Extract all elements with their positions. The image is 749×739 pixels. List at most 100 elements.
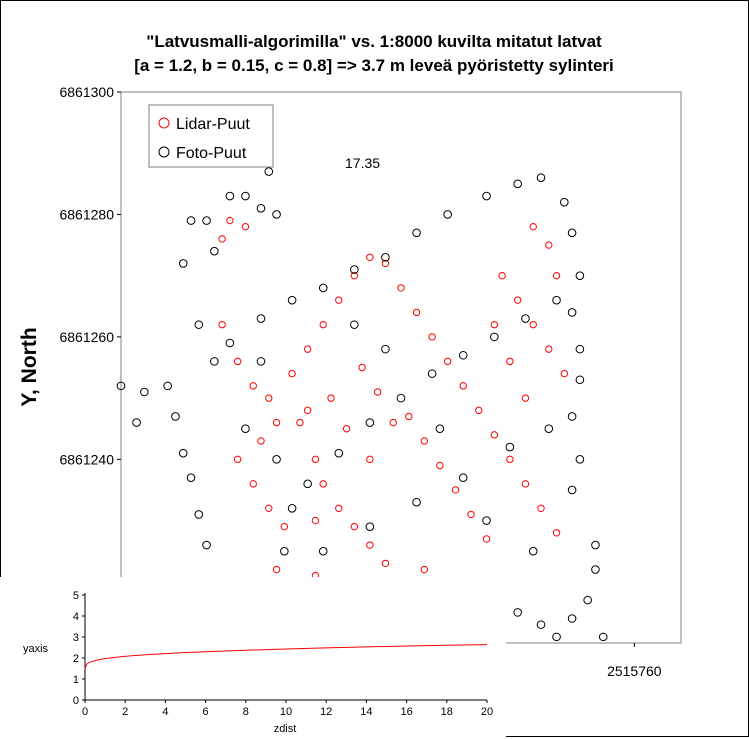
inset-x-tick-label: 4	[162, 706, 168, 718]
lidar-point	[451, 486, 460, 494]
lidar-point	[249, 382, 257, 390]
lidar-point	[319, 480, 327, 488]
lidar-point	[218, 320, 226, 329]
foto-point	[241, 191, 250, 201]
lidar-point	[241, 222, 250, 231]
foto-point	[350, 320, 359, 329]
lidar-point	[513, 296, 522, 304]
inset-y-tick-label: 5	[73, 590, 79, 602]
inset-x-tick-label: 16	[400, 706, 412, 718]
lidar-point	[490, 431, 499, 439]
lidar-point	[560, 369, 569, 378]
inset-x-tick-label: 18	[441, 706, 453, 718]
lidar-point	[405, 412, 413, 421]
foto-point	[256, 314, 266, 323]
lidar-point	[272, 418, 281, 427]
foto-point	[256, 204, 266, 213]
inset-y-label: yaxis	[23, 643, 49, 655]
foto-point	[350, 265, 359, 274]
y-tick-label: 6861280	[59, 206, 114, 222]
foto-point	[178, 448, 188, 458]
inset-y-tick-label: 4	[73, 611, 79, 623]
lidar-point	[373, 388, 382, 396]
foto-point	[287, 295, 297, 305]
foto-point	[210, 246, 219, 256]
plot-area	[120, 91, 682, 644]
inset-x-tick-label: 2	[122, 706, 128, 718]
inset-y-tick-label: 1	[73, 674, 79, 686]
foto-point	[536, 173, 546, 183]
foto-point	[318, 546, 328, 556]
lidar-point	[506, 455, 514, 464]
foto-point	[280, 546, 289, 556]
foto-point	[505, 442, 515, 452]
point-annotation: 17.35	[345, 155, 380, 171]
inset-y-ticks: 0 1 2 3 4 5	[73, 590, 85, 707]
y-tick-label: 6861260	[59, 329, 114, 345]
foto-point	[458, 473, 468, 483]
foto-point	[202, 216, 211, 225]
foto-point	[575, 375, 585, 385]
foto-point	[567, 412, 577, 421]
lidar-point	[350, 271, 359, 280]
lidar-point	[265, 394, 273, 402]
foto-point	[256, 357, 266, 366]
legend-label-foto: Foto-Puut	[176, 145, 247, 162]
foto-point	[163, 381, 172, 391]
lidar-point	[420, 437, 429, 445]
lidar-point	[226, 216, 234, 225]
lidar-point	[249, 480, 257, 488]
lidar-point	[358, 363, 366, 372]
chart-subtitle: [a = 1.2, b = 0.15, c = 0.8] => 3.7 m le…	[134, 56, 614, 75]
foto-point	[210, 357, 219, 366]
foto-point	[513, 179, 522, 189]
y-tick-label: 6861240	[59, 451, 114, 467]
foto-point	[583, 595, 592, 605]
lidar-point	[459, 382, 467, 390]
inset-y-tick-label: 3	[73, 632, 79, 644]
lidar-point	[303, 406, 312, 415]
foto-point	[225, 191, 235, 201]
foto-point	[225, 338, 235, 348]
foto-point	[171, 412, 180, 421]
lidar-point	[498, 271, 506, 280]
foto-point	[334, 448, 344, 458]
lidar-point	[443, 357, 452, 366]
foto-point	[513, 608, 522, 617]
lidar-point	[537, 504, 545, 513]
lidar-point	[335, 296, 343, 304]
foto-point	[140, 387, 149, 397]
foto-point	[396, 393, 406, 403]
inset-y-tick-label: 2	[73, 653, 79, 665]
foto-point	[412, 497, 421, 507]
foto-point	[567, 308, 577, 317]
y-tick-label: 6861300	[59, 84, 114, 100]
lidar-point	[545, 241, 553, 249]
lidar-point	[529, 320, 537, 329]
foto-point	[567, 485, 577, 495]
foto-point	[303, 479, 312, 489]
lidar-point	[335, 504, 343, 513]
inset-x-tick-label: 8	[243, 706, 249, 718]
lidar-point	[521, 394, 530, 402]
legend: Lidar-Puut Foto-Puut	[148, 104, 274, 168]
inset-x-tick-label: 10	[280, 706, 292, 718]
lidar-point	[218, 235, 226, 243]
lidar-point	[366, 253, 374, 261]
lidar-point	[233, 455, 242, 464]
lidar-point	[397, 284, 405, 292]
foto-point	[287, 504, 297, 513]
foto-point	[528, 546, 538, 556]
foto-point	[132, 418, 141, 427]
inset-x-tick-label: 14	[360, 706, 372, 718]
foto-point	[567, 228, 577, 238]
lidar-point	[389, 418, 397, 427]
foto-point	[575, 271, 585, 280]
foto-point	[536, 620, 546, 629]
foto-point	[178, 259, 188, 268]
foto-point	[186, 473, 196, 483]
lidar-point	[467, 510, 475, 519]
foto-point	[381, 344, 390, 354]
foto-point	[116, 381, 126, 391]
